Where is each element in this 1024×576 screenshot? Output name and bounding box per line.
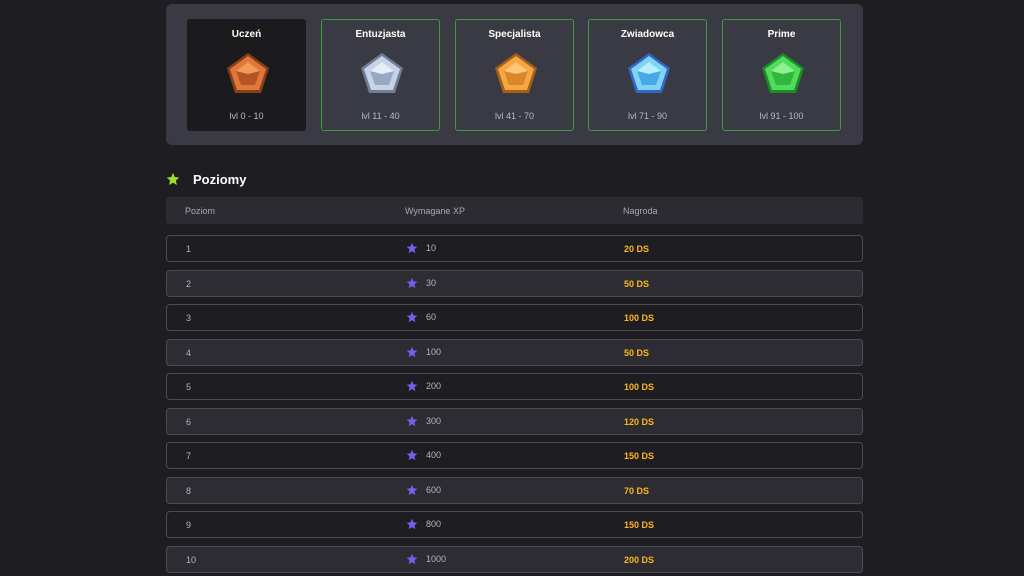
xp-cell: 100 <box>406 346 441 358</box>
star-icon <box>166 172 180 186</box>
xp-value: 100 <box>426 346 442 357</box>
emerald-gem-icon <box>762 53 804 93</box>
level-cell: 4 <box>186 347 192 358</box>
rank-card-prime[interactable]: Prime lvl 91 - 100 <box>722 19 841 131</box>
reward-cell: 200 DS <box>624 554 655 565</box>
rank-card-zwiadowca[interactable]: Zwiadowca lvl 71 - 90 <box>588 19 707 131</box>
ranks-panel: Uczeń lvl 0 - 10 Entuzjasta lvl 11 - 40 … <box>166 4 863 145</box>
rank-range: lvl 71 - 90 <box>627 111 668 121</box>
rank-card-entuzjasta[interactable]: Entuzjasta lvl 11 - 40 <box>321 19 440 131</box>
xp-value: 800 <box>426 519 442 529</box>
silver-gem-icon <box>361 53 403 93</box>
rank-title: Entuzjasta <box>355 29 406 40</box>
table-row: 2 30 50 DS <box>166 269 863 297</box>
xp-value: 10 <box>426 243 437 253</box>
table-row: 9 800 150 DS <box>166 511 863 538</box>
xp-star-icon <box>406 311 418 323</box>
level-cell: 3 <box>186 313 192 323</box>
xp-cell: 30 <box>406 277 436 289</box>
table-row: 10 1000 200 DS <box>166 545 863 573</box>
xp-cell: 400 <box>406 449 441 461</box>
xp-star-icon <box>406 518 418 530</box>
rank-card-specjalista[interactable]: Specjalista lvl 41 - 70 <box>455 19 574 131</box>
gold-gem-icon <box>495 53 537 93</box>
rank-title: Specjalista <box>488 29 541 40</box>
column-header-reward: Nagroda <box>623 206 658 216</box>
rank-title: Uczeń <box>231 29 262 40</box>
xp-value: 600 <box>426 484 442 495</box>
xp-star-icon <box>406 242 418 254</box>
level-cell: 6 <box>186 416 192 427</box>
section-title: Poziomy <box>193 171 247 187</box>
reward-cell: 50 DS <box>624 278 650 289</box>
reward-cell: 120 DS <box>624 416 655 427</box>
reward-cell: 70 DS <box>624 485 650 496</box>
xp-star-icon <box>406 415 418 426</box>
xp-cell: 10 <box>406 242 436 254</box>
xp-cell: 800 <box>406 518 441 530</box>
table-row: 1 10 20 DS <box>166 235 863 262</box>
bronze-gem-icon <box>227 53 269 93</box>
rank-title: Zwiadowca <box>620 29 675 40</box>
column-header-xp: Wymagane XP <box>405 206 465 216</box>
xp-star-icon <box>406 553 418 564</box>
levels-heading: Poziomy <box>166 170 246 188</box>
level-cell: 2 <box>186 278 192 289</box>
xp-cell: 60 <box>406 311 436 323</box>
xp-cell: 200 <box>406 380 441 392</box>
column-header-level: Poziom <box>185 206 216 216</box>
reward-cell: 100 DS <box>624 313 655 323</box>
table-row: 6 300 120 DS <box>166 407 863 435</box>
xp-value: 1000 <box>426 553 447 564</box>
rank-title: Prime <box>767 29 796 40</box>
reward-cell: 150 DS <box>624 451 655 461</box>
rank-range: lvl 91 - 100 <box>759 111 804 121</box>
xp-value: 300 <box>426 415 442 426</box>
level-cell: 5 <box>186 382 192 392</box>
rank-range: lvl 11 - 40 <box>361 111 400 121</box>
table-row: 5 200 100 DS <box>166 373 863 400</box>
xp-value: 60 <box>426 312 437 322</box>
rank-card-uczen[interactable]: Uczeń lvl 0 - 10 <box>187 19 306 131</box>
xp-value: 400 <box>426 450 442 460</box>
xp-star-icon <box>406 484 418 495</box>
xp-cell: 1000 <box>406 553 446 565</box>
level-cell: 7 <box>186 451 192 461</box>
level-cell: 8 <box>186 485 192 496</box>
xp-cell: 600 <box>406 484 441 496</box>
level-cell: 10 <box>186 554 197 565</box>
table-row: 3 60 100 DS <box>166 304 863 331</box>
table-row: 8 600 70 DS <box>166 476 863 504</box>
reward-cell: 50 DS <box>624 347 650 358</box>
xp-value: 30 <box>426 277 437 288</box>
diamond-gem-icon <box>628 53 670 93</box>
rank-range: lvl 0 - 10 <box>229 111 264 121</box>
xp-star-icon <box>406 380 418 392</box>
level-cell: 1 <box>186 244 192 254</box>
rank-range: lvl 41 - 70 <box>494 111 535 121</box>
reward-cell: 20 DS <box>624 244 650 254</box>
table-row: 7 400 150 DS <box>166 442 863 469</box>
levels-page: Uczeń lvl 0 - 10 Entuzjasta lvl 11 - 40 … <box>166 4 863 573</box>
xp-value: 200 <box>426 381 442 391</box>
levels-table-header: Poziom Wymagane XP Nagroda <box>166 197 863 224</box>
xp-star-icon <box>406 449 418 461</box>
reward-cell: 100 DS <box>624 382 655 392</box>
table-row: 4 100 50 DS <box>166 338 863 366</box>
xp-cell: 300 <box>406 415 441 427</box>
level-cell: 9 <box>186 520 192 530</box>
xp-star-icon <box>406 277 418 288</box>
xp-star-icon <box>406 346 418 357</box>
reward-cell: 150 DS <box>624 520 655 530</box>
